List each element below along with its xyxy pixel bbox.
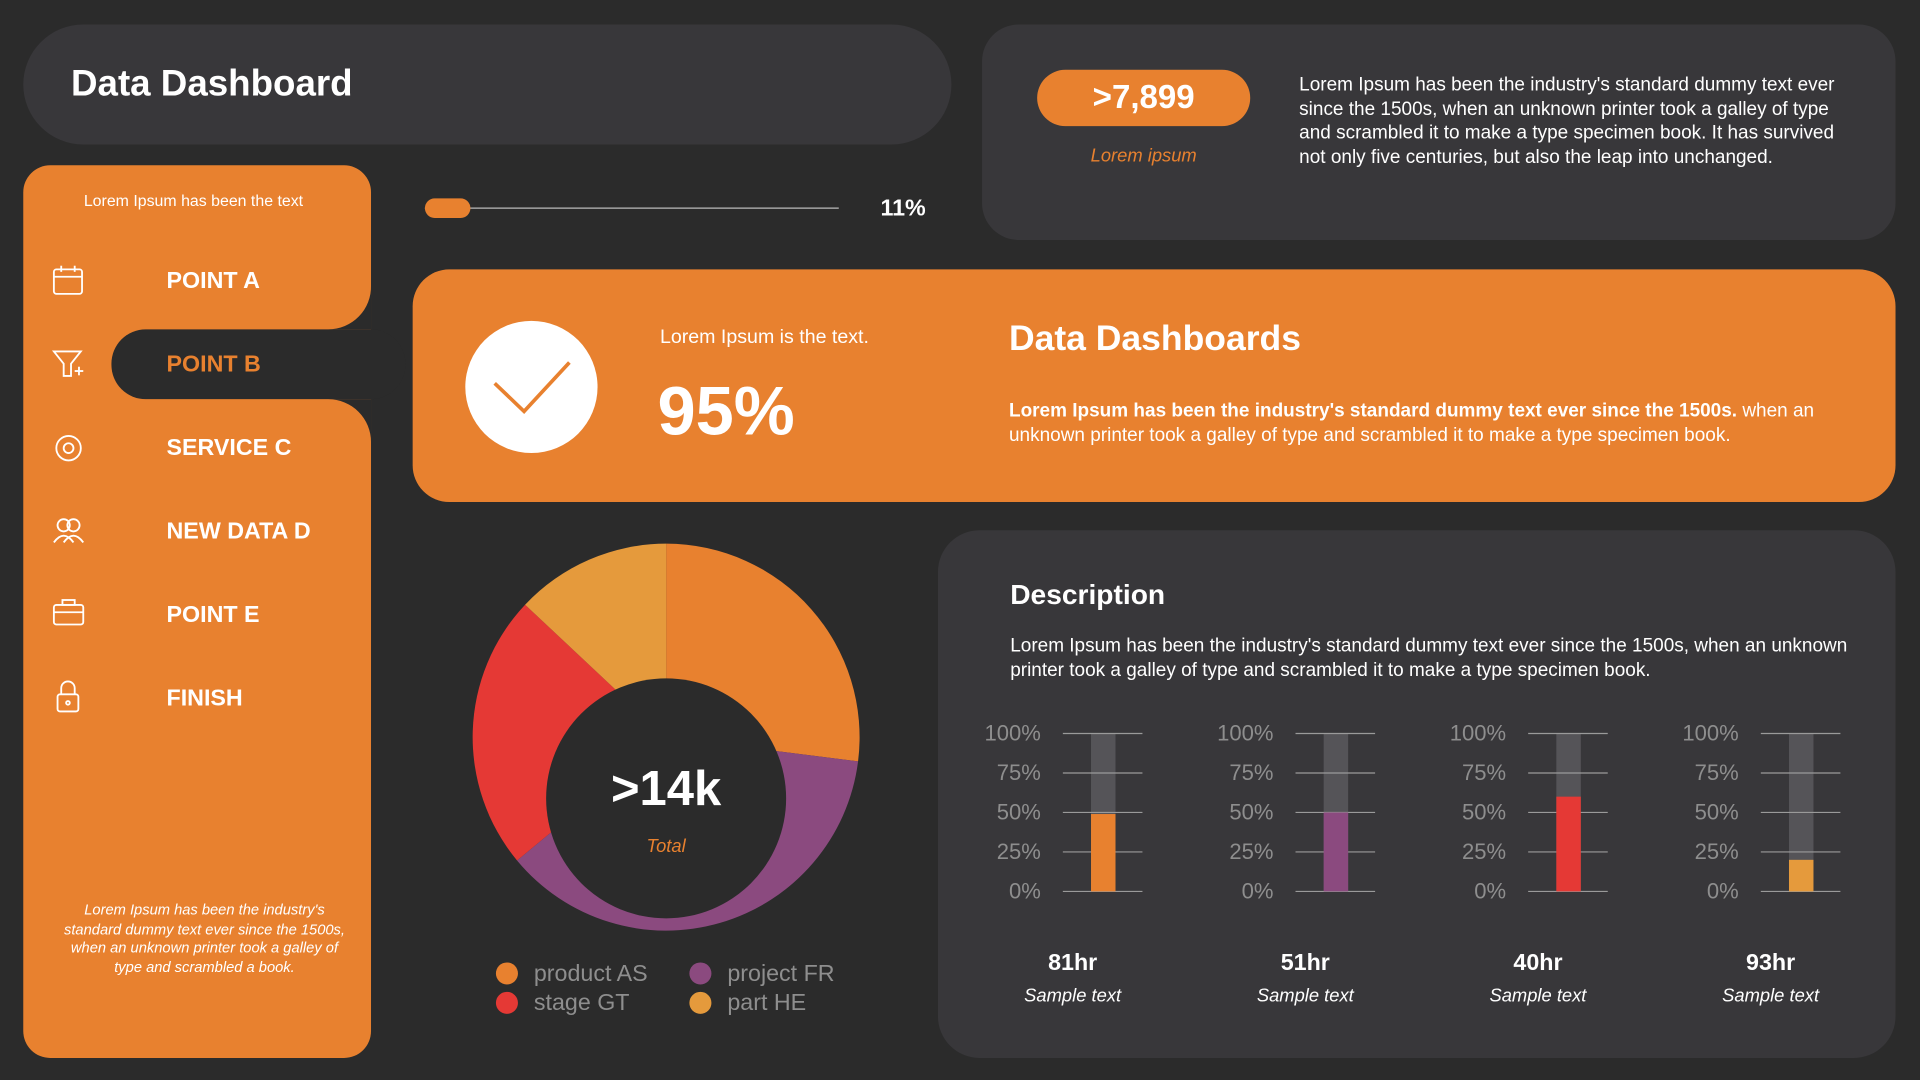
stats-value: >7,899 [1093,79,1195,116]
legend-label: part HE [727,989,806,1015]
legend-swatch [689,962,712,985]
sidebar-notch [328,285,372,330]
legend-label: stage GT [534,989,630,1015]
briefcase-icon [52,599,85,626]
legend-swatch [689,991,712,1014]
y-tick-label: 100% [1682,721,1738,746]
description-text-box: Lorem Ipsum has been the industry's stan… [1010,635,1848,681]
y-tick-label: 0% [1242,878,1274,903]
bar-charts: 0% 25% 50% 75% 100% 81hr Sample text 0% 25% 50% 75… [984,721,1841,1006]
y-tick-label: 75% [1229,760,1273,785]
y-tick-label: 0% [1474,878,1506,903]
bar [1323,812,1349,892]
banner-text: when an unknown printer took a galley of… [1008,400,1815,446]
bar [1091,814,1116,892]
banner-title: Data Dashboards [1009,318,1301,358]
y-tick-label: 25% [1695,839,1739,864]
bar-chart-title: 51hr [1281,949,1330,975]
bar-chart-caption: Sample text [1257,985,1355,1006]
y-tick-label: 25% [1229,839,1273,864]
sidebar-footer: Lorem Ipsum has been the industry's stan… [63,901,345,976]
stats-pill [1037,69,1251,127]
bar-chart-caption: Sample text [1489,985,1587,1006]
pie-center-value: >14k [611,762,722,816]
stats-text: Lorem Ipsum has been the industry's stan… [1299,74,1835,168]
bar-chart-title: 81hr [1048,949,1097,975]
gear-icon [55,435,82,462]
progress-label: 11% [880,195,926,221]
stats-caption: Lorem ipsum [1091,145,1197,166]
pie-chart: >14k Total product AS project FR stage GT par… [472,543,860,1015]
menu-item[interactable]: NEW DATA D [167,517,311,543]
check-circle [465,320,598,454]
bar-chart-title: 40hr [1513,949,1562,975]
bar [1556,796,1581,892]
menu-item[interactable]: POINT B [167,350,261,376]
legend-label: project FR [727,960,834,986]
description-text: Lorem Ipsum has been the industry's stan… [1010,635,1848,681]
banner-paragraph: Lorem Ipsum has been the industry's stan… [1009,399,1866,447]
banner-value: 95% [658,372,795,449]
lock-icon [56,680,80,713]
filter-icon [51,350,84,377]
y-tick-label: 75% [1695,760,1739,785]
sidebar-footer-box: Lorem Ipsum has been the industry's stan… [63,901,345,976]
bar-chart-caption: Sample text [1024,985,1122,1006]
users-icon [53,518,85,544]
progress: 11% [424,195,926,221]
pie-center-caption: Total [647,835,687,856]
y-tick-label: 0% [1009,878,1041,903]
description-panel [937,530,1896,1058]
y-tick-label: 100% [984,721,1040,746]
y-tick-label: 25% [997,839,1041,864]
sidebar-active-item[interactable] [111,329,406,400]
bar-chart-caption: Sample text [1722,985,1820,1006]
y-tick-label: 0% [1707,878,1739,903]
sidebar-intro: Lorem Ipsum has been the text [84,193,304,210]
description-title: Description [1010,579,1165,610]
progress-fill [424,198,471,218]
y-tick-label: 50% [1695,800,1739,825]
y-tick-label: 100% [1217,721,1273,746]
legend-swatch [495,991,518,1014]
legend-label: product AS [534,960,648,986]
menu-item[interactable]: POINT A [167,267,261,293]
banner-subtitle: Lorem Ipsum is the text. [660,326,869,348]
bar [1788,859,1814,892]
y-tick-label: 75% [997,760,1041,785]
y-tick-label: 100% [1450,721,1506,746]
header-panel [23,24,952,145]
check-icon [493,361,571,415]
banner [412,269,1896,503]
menu-item[interactable]: POINT E [167,601,260,627]
y-tick-label: 50% [1229,800,1273,825]
pie-hole [546,678,787,919]
y-tick-label: 75% [1462,760,1506,785]
menu-item[interactable]: FINISH [167,684,243,710]
calendar-icon [52,265,83,295]
menu-item[interactable]: SERVICE C [167,434,292,460]
header-title: Data Dashboard [71,62,353,103]
legend-swatch [495,962,518,985]
banner-bold-text: Lorem Ipsum has been the industry's stan… [1008,400,1738,422]
sidebar-notch [328,399,372,443]
sidebar-menu: POINT A POINT B SERVICE C NEW DATA D POINT E… [167,267,311,711]
y-tick-label: 50% [1462,800,1506,825]
bar-chart-title: 93hr [1746,949,1795,975]
sidebar-icons [51,265,85,713]
y-tick-label: 50% [997,800,1041,825]
stats-text-box: Lorem Ipsum has been the industry's stan… [1299,74,1835,168]
y-tick-label: 25% [1462,839,1506,864]
banner-text-box: Lorem Ipsum has been the industry's stan… [1009,399,1866,447]
